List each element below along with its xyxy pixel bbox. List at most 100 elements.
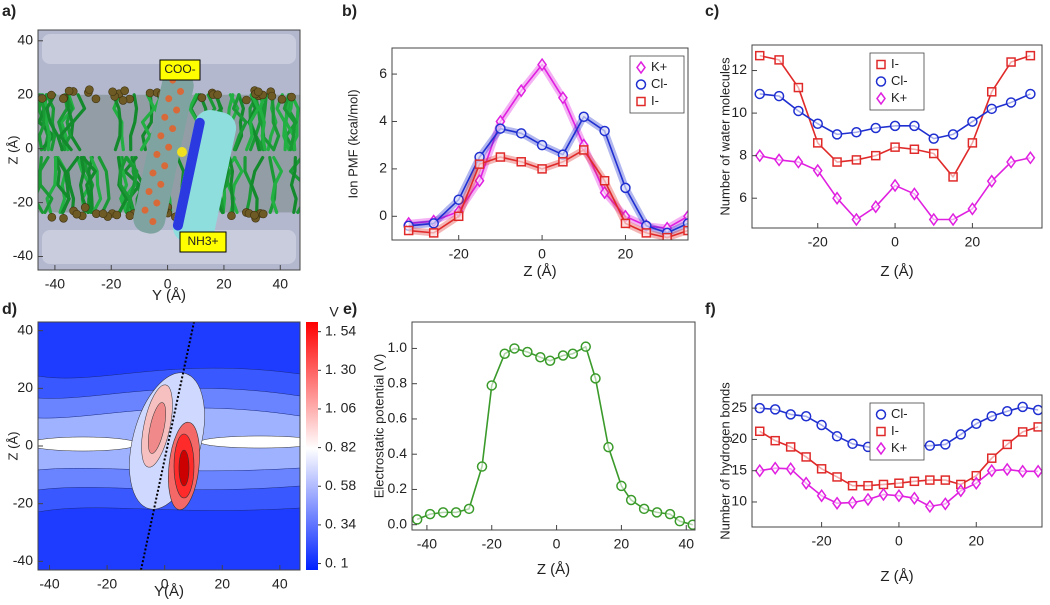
marker — [847, 495, 858, 510]
y-tick-label: 25 — [731, 399, 747, 415]
y-tick-label: 0.6 — [388, 410, 408, 426]
water-highlight — [42, 230, 296, 264]
marker — [909, 491, 920, 505]
y-tick-label: 0 — [25, 139, 33, 155]
ion — [177, 147, 187, 157]
marker — [793, 155, 804, 169]
marker — [536, 139, 548, 151]
marker — [603, 441, 614, 453]
colorbar-tick-label: 1. 30 — [325, 361, 356, 377]
legend-marker — [635, 79, 647, 90]
x-tick-label: 0 — [895, 533, 903, 549]
legend-label: I- — [891, 56, 899, 71]
legend-label: Cl- — [891, 406, 908, 421]
lipid-head — [47, 212, 57, 222]
marker — [928, 148, 939, 159]
marker — [1001, 406, 1013, 417]
marker — [785, 409, 796, 420]
marker — [516, 83, 527, 98]
legend-marker — [875, 76, 887, 87]
marker — [847, 480, 858, 491]
marker — [424, 508, 436, 520]
marker — [754, 50, 765, 61]
marker — [495, 123, 506, 134]
lipid-tail — [58, 93, 74, 152]
y-axis-label: Z (Å) — [5, 432, 20, 461]
marker — [544, 355, 556, 367]
lipid-tail — [129, 93, 139, 152]
marker — [816, 464, 827, 474]
lipid-tail — [270, 93, 281, 152]
legend-marker — [875, 409, 887, 420]
marker — [955, 429, 967, 440]
marker — [863, 492, 873, 507]
marker — [754, 148, 765, 163]
marker — [812, 163, 823, 178]
frame — [37, 29, 301, 271]
lipid-tail — [60, 93, 74, 152]
panel-label: c) — [705, 3, 719, 20]
plot-area — [403, 57, 688, 240]
panel-label: b) — [342, 3, 357, 20]
water-highlight — [42, 34, 296, 64]
x-tick-label: -20 — [101, 276, 121, 292]
line — [408, 115, 688, 234]
lipid-head — [242, 95, 251, 105]
marker — [851, 212, 862, 227]
lipid-tail — [89, 156, 103, 214]
lipid-head — [277, 94, 287, 104]
lipid-tail — [231, 93, 248, 152]
marker — [955, 483, 966, 498]
lipid-head — [91, 94, 101, 104]
legend-label: K+ — [651, 59, 667, 74]
marker — [870, 122, 881, 134]
lipid-tail — [111, 93, 122, 152]
y-tick-label: 10 — [731, 493, 747, 509]
marker — [599, 125, 610, 137]
x-tick-label: 20 — [968, 533, 984, 549]
marker — [1033, 464, 1042, 479]
y-tick-label: 20 — [17, 379, 33, 395]
marker — [870, 199, 881, 214]
atom — [165, 143, 173, 151]
marker — [754, 463, 765, 478]
marker — [537, 164, 547, 174]
lipid-tail — [289, 156, 298, 214]
contour-level — [38, 436, 139, 452]
marker — [769, 404, 781, 415]
marker — [889, 120, 901, 132]
marker — [558, 91, 568, 105]
contour-level — [148, 402, 166, 454]
marker — [785, 442, 796, 452]
lipid-head — [267, 91, 277, 101]
marker — [754, 88, 765, 100]
y-tick-label: 2 — [379, 160, 387, 176]
marker — [495, 152, 506, 162]
peptide — [133, 70, 194, 234]
marker — [773, 90, 785, 102]
frame — [751, 394, 1043, 528]
marker — [1002, 439, 1012, 450]
marker — [812, 138, 823, 148]
y-tick-label: 10 — [731, 104, 747, 120]
annotation-box — [159, 59, 201, 81]
marker — [674, 515, 686, 527]
y-tick-label: -40 — [13, 552, 33, 568]
lipid-tail — [66, 156, 80, 214]
panel-label: d) — [2, 301, 17, 318]
marker — [909, 144, 920, 155]
legend-marker — [876, 426, 886, 437]
marker — [924, 499, 935, 514]
marker — [1017, 464, 1028, 479]
legend-marker — [876, 91, 886, 106]
marker — [1033, 422, 1042, 432]
marker — [940, 439, 951, 450]
x-axis-label: Z (Å) — [880, 263, 913, 280]
lipid-head — [197, 93, 207, 102]
marker — [515, 128, 527, 139]
marker — [770, 435, 780, 446]
atom — [161, 162, 169, 170]
lipid-head — [108, 87, 117, 97]
marker — [812, 118, 823, 129]
marker — [474, 173, 485, 188]
